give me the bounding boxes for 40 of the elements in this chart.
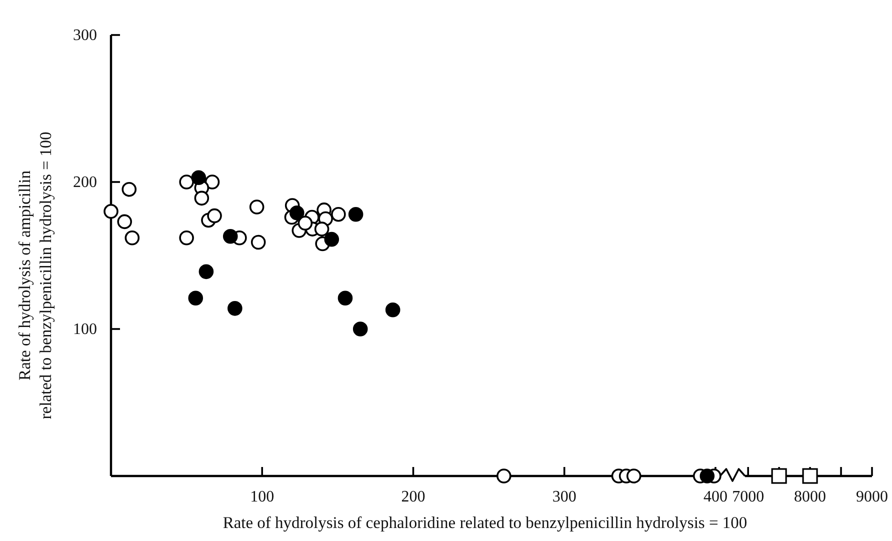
point	[626, 468, 642, 484]
point	[124, 230, 140, 246]
x-tick-label: 400	[703, 488, 728, 506]
point	[331, 206, 346, 222]
point	[188, 290, 204, 306]
point	[348, 206, 364, 222]
point	[352, 322, 368, 336]
point	[207, 208, 222, 224]
y-tick-label: 300	[73, 27, 97, 44]
y-tick-label: 100	[73, 321, 97, 338]
point	[194, 190, 210, 206]
point	[250, 234, 266, 250]
x-tick-label: 7000	[732, 488, 764, 506]
point	[228, 301, 242, 316]
point	[700, 468, 715, 484]
point	[289, 205, 304, 220]
point	[204, 174, 220, 190]
y-tick-label: 200	[73, 174, 97, 192]
y-axis-title: Rate of hydrolysis of ampicillin related to benzylpenicillin hydrolysis = 100	[15, 132, 55, 420]
x-tick-label: 100	[250, 488, 274, 506]
point	[496, 468, 512, 484]
point	[324, 232, 340, 247]
x-tick-label: 9000	[856, 488, 888, 506]
x-tick-label: 200	[401, 488, 426, 506]
point	[104, 204, 118, 219]
point	[385, 302, 400, 318]
point	[222, 228, 238, 244]
x-axis-title: Rate of hydrolysis of cephaloridine related to benzylpenicillin hydrolysis = 100	[222, 513, 748, 532]
point	[249, 200, 264, 214]
point	[314, 222, 330, 236]
point	[338, 290, 353, 306]
point	[191, 170, 206, 185]
point	[122, 182, 137, 197]
x-tick-label: 8000	[794, 488, 826, 506]
point	[179, 174, 194, 190]
point	[117, 214, 132, 230]
point	[198, 264, 214, 280]
point	[298, 216, 313, 231]
point	[179, 230, 194, 246]
x-tick-label: 300	[552, 488, 576, 506]
